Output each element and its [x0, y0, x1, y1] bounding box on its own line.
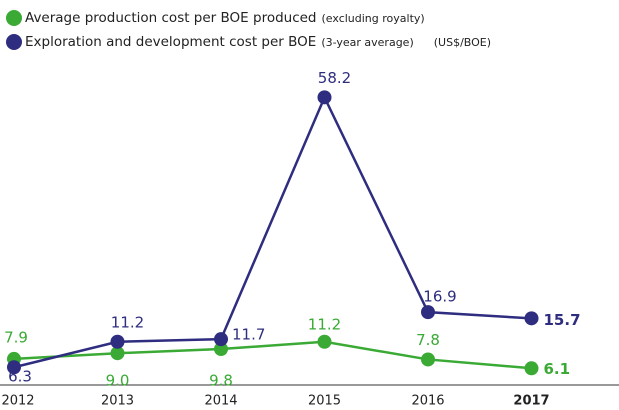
- x-tick-label: 2012: [1, 394, 34, 409]
- data-point: [317, 90, 332, 105]
- data-label: 9.0: [106, 372, 130, 390]
- data-point: [421, 352, 435, 367]
- data-label: 15.7: [544, 311, 581, 329]
- data-label: 16.9: [423, 288, 456, 306]
- series-line: [13, 340, 532, 370]
- legend-marker: [6, 34, 22, 50]
- data-label: 11.2: [111, 313, 144, 331]
- data-label: 7.8: [416, 331, 440, 349]
- data-point: [421, 305, 435, 320]
- legend-note: (excluding royalty): [322, 12, 425, 25]
- legend-label: Average production cost per BOE produced: [25, 10, 317, 26]
- data-point: [110, 346, 125, 361]
- legend-marker: [6, 10, 22, 26]
- unit-label: (US$/BOE): [434, 36, 491, 49]
- data-label: 7.9: [4, 328, 28, 346]
- x-tick-label: 2017: [513, 394, 549, 409]
- data-point: [524, 311, 539, 326]
- legend-label: Exploration and development cost per BOE: [25, 34, 316, 50]
- data-point: [110, 334, 125, 349]
- x-tick-label: 2016: [411, 394, 444, 409]
- data-point: [317, 334, 332, 349]
- x-tick-label: 2013: [101, 394, 134, 409]
- legend-note: (3-year average): [321, 36, 413, 49]
- data-label: 6.3: [8, 368, 32, 386]
- data-label: 11.2: [308, 315, 341, 333]
- data-label: 11.7: [232, 326, 265, 344]
- x-tick-label: 2014: [204, 394, 237, 409]
- series-line: [13, 94, 532, 369]
- data-label: 58.2: [318, 69, 351, 87]
- data-point: [214, 332, 228, 347]
- data-point: [524, 361, 539, 376]
- data-label: 9.8: [209, 372, 233, 390]
- data-label: 6.1: [544, 360, 571, 378]
- data-point: [7, 360, 21, 375]
- data-point: [214, 342, 228, 357]
- x-tick-label: 2015: [308, 394, 341, 409]
